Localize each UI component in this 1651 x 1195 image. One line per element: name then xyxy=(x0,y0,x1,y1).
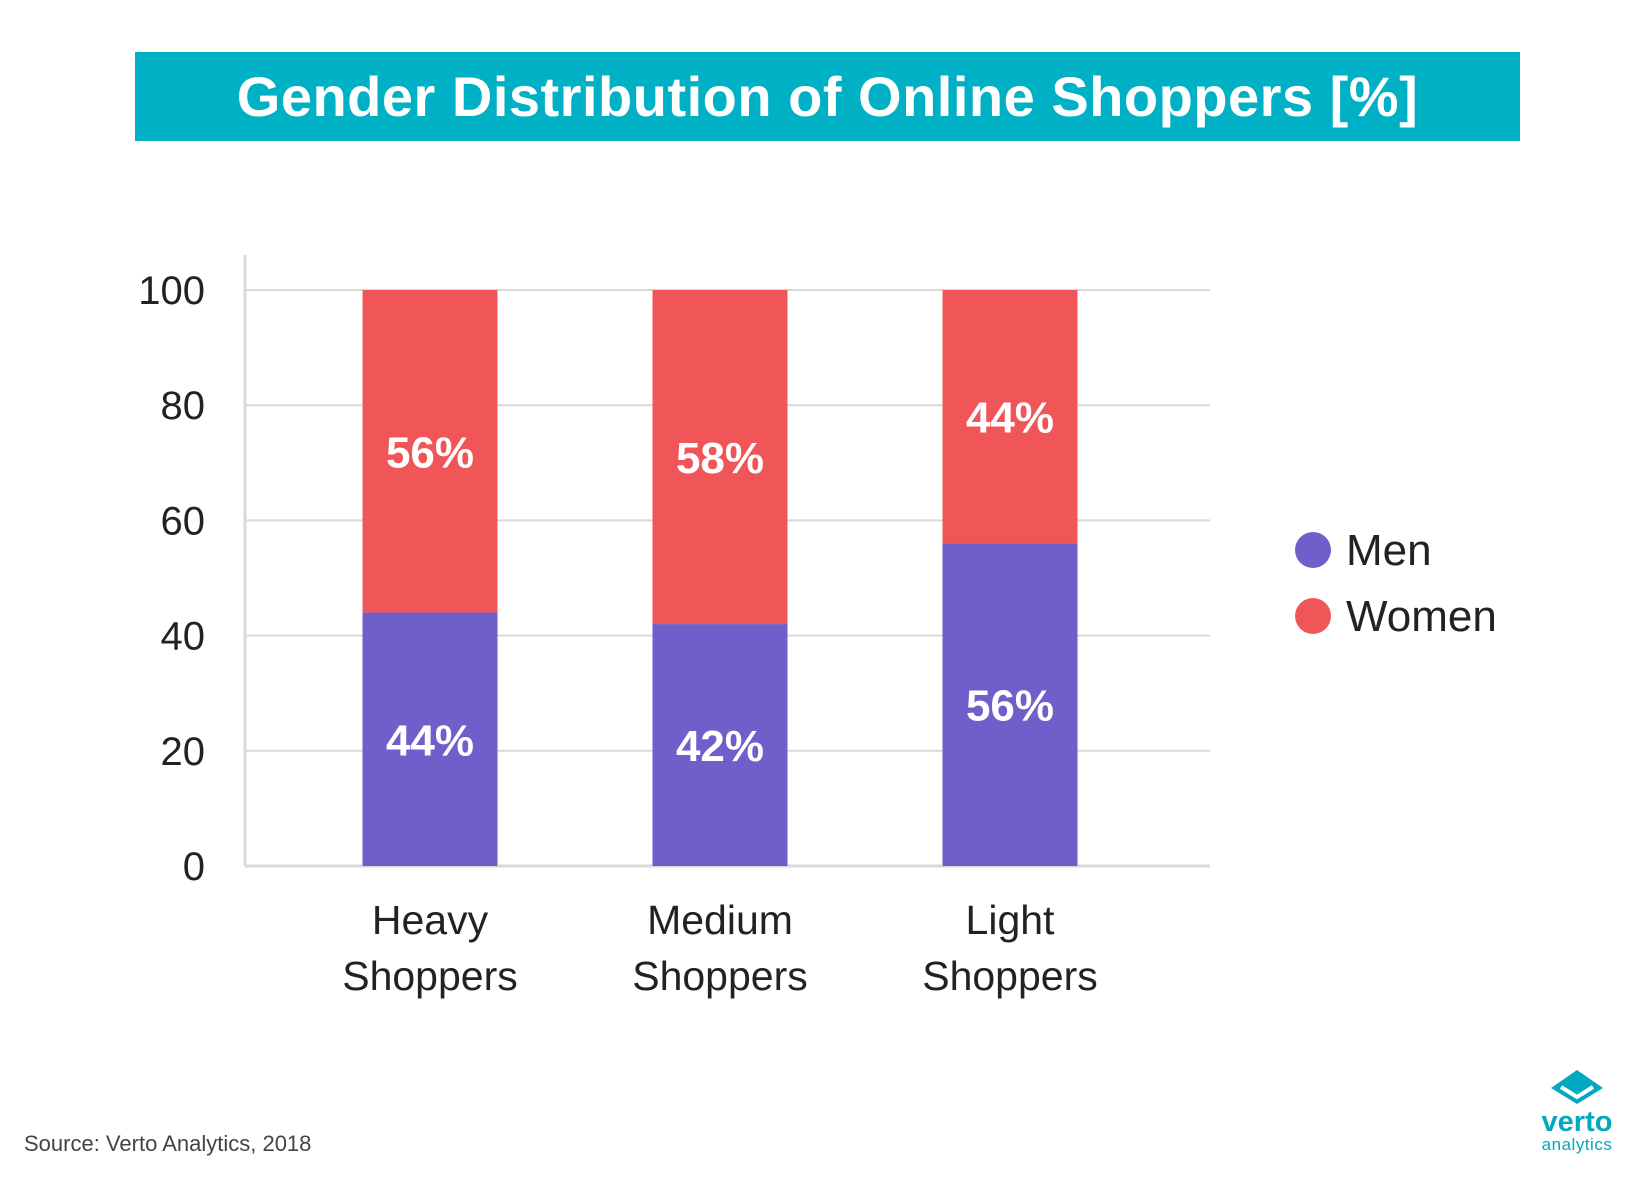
y-tick-label: 40 xyxy=(161,615,206,659)
legend-swatch-men xyxy=(1295,532,1331,568)
chart-title: Gender Distribution of Online Shoppers [… xyxy=(236,65,1419,128)
bar-label-men: 44% xyxy=(386,716,474,765)
y-tick-label: 20 xyxy=(161,730,206,774)
bar-women xyxy=(362,290,498,613)
bar-women xyxy=(652,290,788,625)
bar-men xyxy=(362,612,498,866)
x-category-label: Medium xyxy=(647,897,793,943)
bar-men xyxy=(652,624,788,866)
bar-label-women: 56% xyxy=(386,428,474,477)
y-tick-label: 100 xyxy=(138,269,205,313)
title-band: Gender Distribution of Online Shoppers [… xyxy=(135,52,1520,141)
bar-label-men: 42% xyxy=(676,722,764,771)
bar-value-labels: 44% 56% 42% 58% 56% 44% xyxy=(386,394,1054,771)
legend-label-women: Women xyxy=(1346,592,1497,641)
diamond-check-icon xyxy=(1551,1070,1603,1104)
source-note: Source: Verto Analytics, 2018 xyxy=(24,1131,312,1156)
legend-label-men: Men xyxy=(1346,526,1432,575)
verto-logo: verto analytics xyxy=(1532,1068,1622,1154)
x-category-label: Shoppers xyxy=(342,953,518,999)
legend: Men Women xyxy=(1295,526,1497,641)
bar-label-men: 56% xyxy=(966,682,1054,731)
y-tick-label: 0 xyxy=(183,845,205,889)
bar-label-women: 44% xyxy=(966,394,1054,443)
logo-word: verto xyxy=(1541,1106,1613,1138)
x-category-label: Heavy xyxy=(372,897,489,943)
x-category-label: Light xyxy=(966,897,1056,943)
bar-men xyxy=(942,543,1078,866)
bars xyxy=(362,290,1078,866)
logo-subtitle: analytics xyxy=(1541,1135,1613,1154)
legend-swatch-women xyxy=(1295,598,1331,634)
bar-label-women: 58% xyxy=(676,434,764,483)
category-labels: Heavy Shoppers Medium Shoppers Light Shoppers xyxy=(342,897,1098,999)
x-category-label: Shoppers xyxy=(922,953,1098,999)
y-tick-label: 80 xyxy=(161,384,206,428)
y-tick-label: 60 xyxy=(161,499,206,543)
bar-women xyxy=(942,290,1078,544)
x-category-label: Shoppers xyxy=(632,953,808,999)
